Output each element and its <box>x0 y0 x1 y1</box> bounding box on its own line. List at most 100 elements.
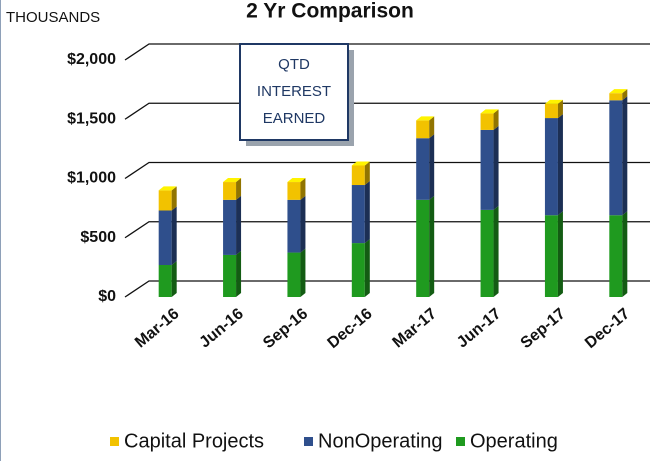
x-tick-label: Jun-16 <box>196 305 247 351</box>
x-tick-label: Jun-17 <box>454 305 505 351</box>
bar-front <box>609 100 623 216</box>
bar-side <box>364 239 370 297</box>
bar-side <box>493 109 499 130</box>
bar-side <box>557 99 563 119</box>
grid-line <box>124 43 650 61</box>
bar-front <box>416 138 430 200</box>
y-tick-label: $1,500 <box>67 110 116 127</box>
grid-line <box>124 221 650 239</box>
bar-side <box>171 261 177 297</box>
grid-line <box>124 161 650 180</box>
bar-segment <box>544 211 563 297</box>
bar-segment <box>287 178 306 200</box>
bar-front <box>223 254 237 297</box>
bar-segment <box>416 195 435 297</box>
bar-front <box>351 185 365 244</box>
bar-top <box>351 161 370 166</box>
bar-top <box>416 116 435 121</box>
bar-side <box>364 161 370 186</box>
annotation-text: QTD <box>278 56 310 73</box>
y-tick-label: $1,000 <box>67 170 116 187</box>
bar-segment <box>609 211 628 297</box>
bar-segment <box>544 99 563 119</box>
bar-segment <box>416 116 435 139</box>
bar-side <box>622 89 628 101</box>
bar-side <box>300 178 306 200</box>
annotation-text: INTEREST <box>257 83 331 100</box>
x-tick-label: Dec-17 <box>582 305 633 352</box>
bar-side <box>429 195 435 297</box>
bar-segment <box>287 195 306 253</box>
bar-front <box>416 120 430 139</box>
bar-front <box>223 182 237 200</box>
bar-front <box>351 165 365 186</box>
bar-front <box>287 199 301 253</box>
bar-side <box>493 125 499 210</box>
bar-front <box>544 118 558 216</box>
bar-top <box>609 89 628 94</box>
bar-segment <box>158 261 177 297</box>
bar-front <box>158 190 172 211</box>
bar-segment <box>351 161 370 186</box>
bar-top <box>544 99 563 104</box>
bar-side <box>364 181 370 244</box>
legend-swatch <box>456 437 465 446</box>
x-tick-label: Sep-16 <box>260 305 311 352</box>
bar-front <box>480 209 494 297</box>
bar-front <box>544 215 558 297</box>
bar-side <box>493 205 499 297</box>
bar-side <box>622 211 628 297</box>
bar-segment <box>544 114 563 216</box>
bar-segment <box>609 96 628 216</box>
legend-label: Capital Projects <box>124 430 264 452</box>
bar-front <box>480 113 494 130</box>
bar-front <box>287 252 301 297</box>
bar-segment <box>223 195 242 255</box>
grid-line <box>124 280 650 298</box>
bar-side <box>236 250 242 297</box>
bar-segment <box>480 205 499 297</box>
bar-front <box>480 129 494 210</box>
grid-line <box>124 102 650 120</box>
bar-top <box>480 109 499 114</box>
bar-front <box>158 265 172 297</box>
bar-segment <box>223 178 242 200</box>
bar-front <box>158 210 172 266</box>
bar-segment <box>158 186 177 211</box>
bar-side <box>429 134 435 200</box>
bar-top <box>158 186 177 191</box>
bar-front <box>609 93 623 101</box>
y-tick-label: $0 <box>98 288 116 305</box>
bar-segment <box>351 239 370 297</box>
x-tick-label: Dec-16 <box>324 305 375 352</box>
bar-side <box>557 211 563 297</box>
bar-side <box>171 186 177 211</box>
bar-front <box>351 243 365 297</box>
bar-segment <box>609 89 628 101</box>
bar-side <box>300 248 306 297</box>
bar-side <box>622 96 628 216</box>
annotation-box <box>239 43 349 141</box>
legend-label: NonOperating <box>318 430 443 452</box>
bar-side <box>171 206 177 266</box>
bar-segment <box>158 206 177 266</box>
x-tick-label: Sep-17 <box>518 305 569 352</box>
bar-front <box>544 103 558 119</box>
bar-top <box>287 178 306 183</box>
bar-front <box>416 199 430 297</box>
bar-side <box>557 114 563 216</box>
bar-front <box>223 199 237 255</box>
y-tick-label: $2,000 <box>67 51 116 68</box>
bar-side <box>429 116 435 139</box>
chart-title: 2 Yr Comparison <box>246 0 414 23</box>
bar-side <box>300 195 306 253</box>
bar-segment <box>480 125 499 210</box>
legend-swatch <box>110 437 119 446</box>
bar-side <box>236 195 242 255</box>
unit-label: THOUSANDS <box>6 9 100 26</box>
x-tick-label: Mar-16 <box>132 305 183 351</box>
x-tick-label: Mar-17 <box>390 305 441 351</box>
bar-segment <box>416 134 435 200</box>
bar-segment <box>351 181 370 244</box>
